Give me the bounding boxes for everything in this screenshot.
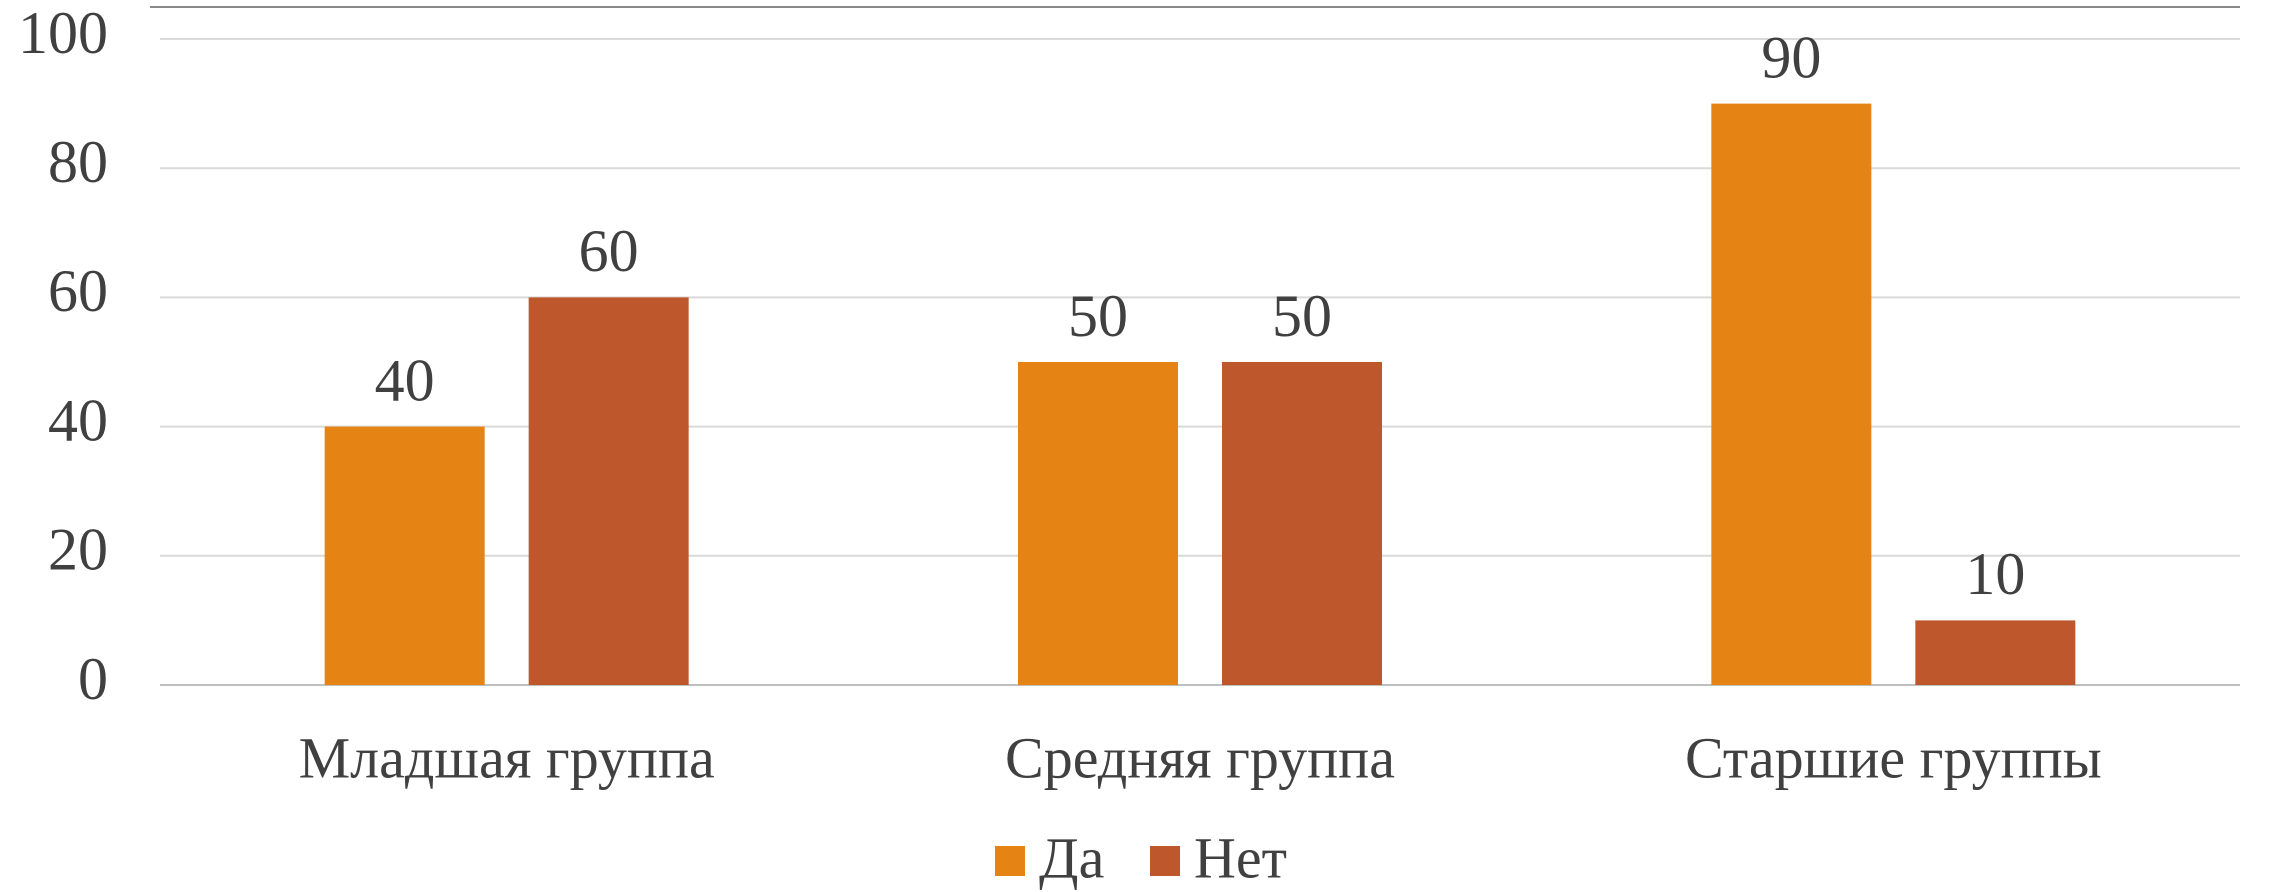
y-tick-label: 40 xyxy=(48,387,108,453)
data-label: 90 xyxy=(1761,24,1821,90)
y-tick-label: 60 xyxy=(48,258,108,324)
x-tick-label: Младшая группа xyxy=(299,725,715,790)
bar xyxy=(1018,362,1178,685)
data-label: 60 xyxy=(579,218,639,284)
data-label: 10 xyxy=(1965,541,2025,607)
legend-swatch xyxy=(995,846,1025,876)
bar xyxy=(1915,620,2076,685)
bar xyxy=(324,426,485,685)
bar xyxy=(528,297,689,685)
y-tick-label: 20 xyxy=(48,517,108,583)
legend-label: Да xyxy=(1039,825,1104,890)
bar xyxy=(1711,103,1872,686)
data-label: 50 xyxy=(1272,283,1332,349)
x-tick-label: Средняя группа xyxy=(1005,725,1395,790)
data-label: 40 xyxy=(375,347,435,413)
data-label: 50 xyxy=(1068,283,1128,349)
legend-swatch xyxy=(1150,846,1180,876)
bar xyxy=(1222,362,1382,685)
x-tick-label: Старшие группы xyxy=(1685,725,2102,790)
y-tick-label: 80 xyxy=(48,129,108,195)
y-tick-label: 0 xyxy=(78,646,108,712)
legend-label: Нет xyxy=(1194,825,1287,890)
y-tick-label: 100 xyxy=(18,0,108,66)
